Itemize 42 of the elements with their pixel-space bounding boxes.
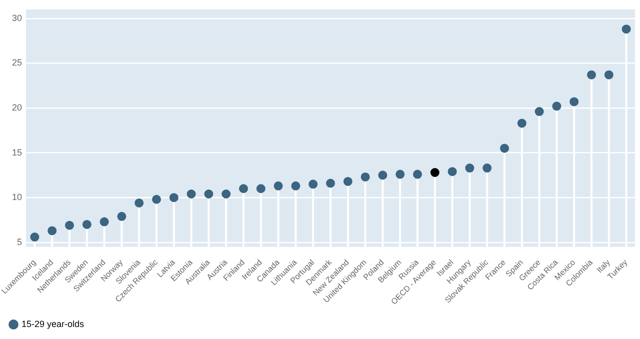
point [587,70,596,80]
point [239,184,248,194]
point [430,168,440,177]
point [378,170,388,180]
point [448,167,457,176]
y-tick-label: 20 [12,102,22,112]
point [48,226,57,236]
legend-label: 15-29 year-olds [22,318,85,329]
point [308,180,318,189]
point [517,118,526,128]
point [30,232,40,242]
point [622,24,631,34]
y-tick-label: 15 [12,147,22,158]
point [326,178,335,188]
point [360,172,370,182]
point [396,170,405,179]
point [222,190,231,198]
point [117,212,126,221]
point [100,217,109,226]
point [186,190,196,198]
point [570,97,579,106]
point [152,194,162,204]
y-tick-label: 30 [12,12,22,23]
point [534,107,544,116]
point [274,181,283,190]
point [465,164,474,173]
point [482,164,492,173]
point [134,198,144,208]
point [169,193,178,202]
point [204,190,214,198]
point [65,220,74,230]
point [291,181,300,190]
y-tick-label: 10 [12,192,22,202]
point [552,102,562,111]
point [500,144,509,153]
point [604,70,614,80]
point [82,220,92,229]
y-tick-label: 25 [12,58,22,68]
point [256,184,266,194]
y-tick-label: 5 [16,236,22,247]
point [343,176,352,186]
point [413,170,422,179]
